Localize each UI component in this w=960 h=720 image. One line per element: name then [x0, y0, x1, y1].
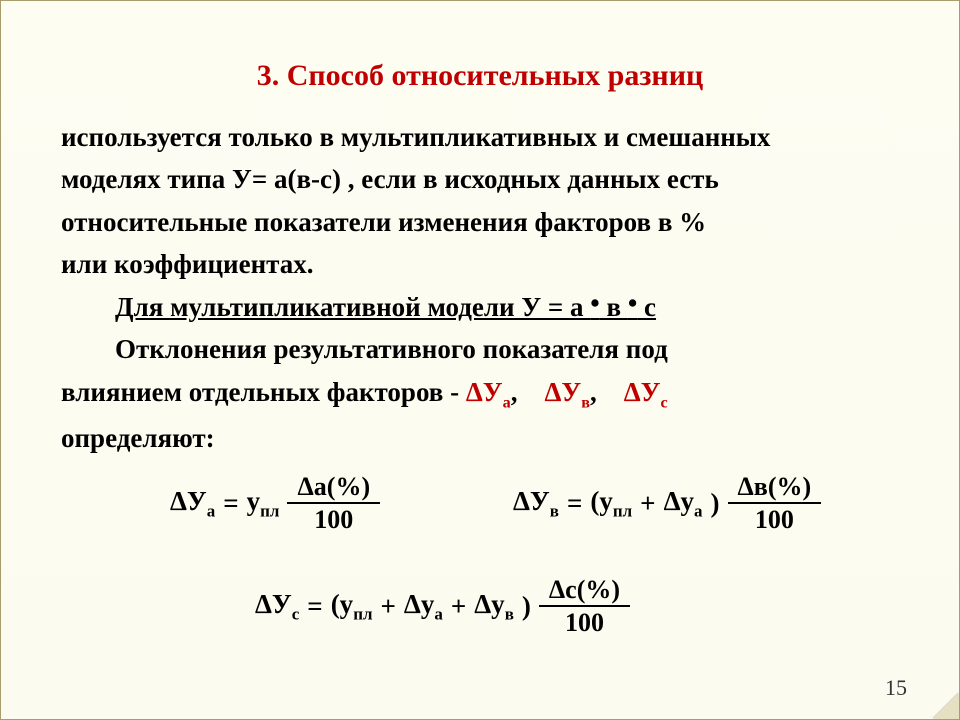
f2-lhs: ΔУв	[513, 486, 559, 521]
p1-l3: относительные показатели изменения факто…	[61, 204, 899, 240]
p3-l2-prefix: влиянием отдельных факторов -	[61, 377, 466, 407]
dot-icon: •	[590, 288, 599, 318]
f2-num: Δв(%)	[728, 473, 822, 504]
f1-num: Δа(%)	[287, 473, 380, 504]
f3-num: Δс(%)	[539, 576, 630, 607]
f3-t3-sub: в	[505, 604, 514, 623]
p2-prefix: Для мультипликативной модели У = а	[115, 292, 590, 322]
p2: Для мультипликативной модели У = а • в •…	[61, 289, 899, 325]
f3-plus2: +	[451, 591, 466, 622]
f3-den: 100	[565, 607, 604, 636]
formula-2: ΔУв = (упл + Δуа ) Δв(%) 100	[509, 473, 825, 534]
f2-close: )	[711, 488, 720, 519]
f2-open: (у	[590, 486, 613, 516]
formula-1: ΔУа = упл Δа(%) 100	[166, 473, 384, 534]
f3-t1-sub: пл	[353, 604, 372, 623]
f1-term: упл	[247, 486, 280, 521]
f3-t2-sub: а	[434, 604, 443, 623]
f3-close: )	[522, 591, 531, 622]
p1-l2: моделях типа У= а(в-с) , если в исходных…	[61, 161, 899, 197]
f3-lhs-sym: ΔУ	[255, 589, 292, 619]
f2-t2-sub: а	[694, 501, 703, 520]
slide-title: 3. Способ относительных разниц	[1, 59, 959, 93]
f3-lhs-sub: с	[292, 604, 300, 623]
delta-c-sym: ΔУ	[624, 377, 661, 407]
delta-a-sub: а	[503, 393, 511, 411]
p2-suffix: с	[637, 292, 656, 322]
f2-lhs-sub: в	[550, 501, 559, 520]
f3-t3-sym: Δу	[474, 589, 504, 619]
f3-eq: =	[307, 591, 322, 622]
delta-b-sym: ΔУ	[544, 377, 581, 407]
f1-frac: Δа(%) 100	[287, 473, 380, 534]
f2-plus: +	[640, 488, 655, 519]
p1-l1: используется только в мультипликативных …	[61, 119, 899, 155]
f1-lhs-sub: а	[207, 501, 216, 520]
f1-lhs-sym: ΔУ	[170, 486, 207, 516]
p1-l4: или коэффициентах.	[61, 246, 899, 282]
p3-l2: влиянием отдельных факторов - ΔУа, ΔУв, …	[61, 374, 899, 414]
formula-3: ΔУс = (упл + Δуа + Δув ) Δс(%) 100	[251, 576, 634, 637]
f1-eq: =	[223, 488, 238, 519]
f2-den: 100	[755, 504, 794, 533]
body-text: используется только в мультипликативных …	[61, 119, 899, 462]
dot-icon: •	[628, 288, 637, 318]
f2-frac: Δв(%) 100	[728, 473, 822, 534]
p3-l1: Отклонения результативного показателя по…	[61, 331, 899, 367]
page-number: 15	[885, 675, 907, 701]
p2-underline: Для мультипликативной модели У = а • в •…	[115, 288, 656, 322]
f2-t1: (упл	[590, 486, 632, 521]
delta-a: ΔУа	[466, 377, 511, 407]
delta-c-sub: с	[660, 393, 667, 411]
f3-t2-sym: Δу	[404, 589, 434, 619]
f3-plus1: +	[381, 591, 396, 622]
f3-frac: Δс(%) 100	[539, 576, 630, 637]
delta-a-sym: ΔУ	[466, 377, 503, 407]
delta-c: ΔУс	[624, 377, 668, 407]
f2-t1-sub: пл	[613, 501, 632, 520]
f3-lhs: ΔУс	[255, 589, 299, 624]
f2-lhs-sym: ΔУ	[513, 486, 550, 516]
p3-l3: определяют:	[61, 420, 899, 456]
f3-open: (у	[331, 589, 354, 619]
f2-t2: Δуа	[664, 486, 703, 521]
f1-den: 100	[314, 504, 353, 533]
f1-term-sub: пл	[260, 501, 279, 520]
f1-lhs: ΔУа	[170, 486, 215, 521]
delta-b: ΔУв	[544, 377, 590, 407]
f3-t1: (упл	[331, 589, 373, 624]
f3-t3: Δув	[474, 589, 514, 624]
delta-b-sub: в	[581, 393, 590, 411]
f2-t2-sym: Δу	[664, 486, 694, 516]
f1-term-sym: у	[247, 486, 261, 516]
p2-mid: в	[600, 292, 628, 322]
slide: 3. Способ относительных разниц используе…	[0, 0, 960, 720]
page-curl-icon	[933, 693, 959, 719]
f2-eq: =	[567, 488, 582, 519]
f3-t2: Δуа	[404, 589, 443, 624]
